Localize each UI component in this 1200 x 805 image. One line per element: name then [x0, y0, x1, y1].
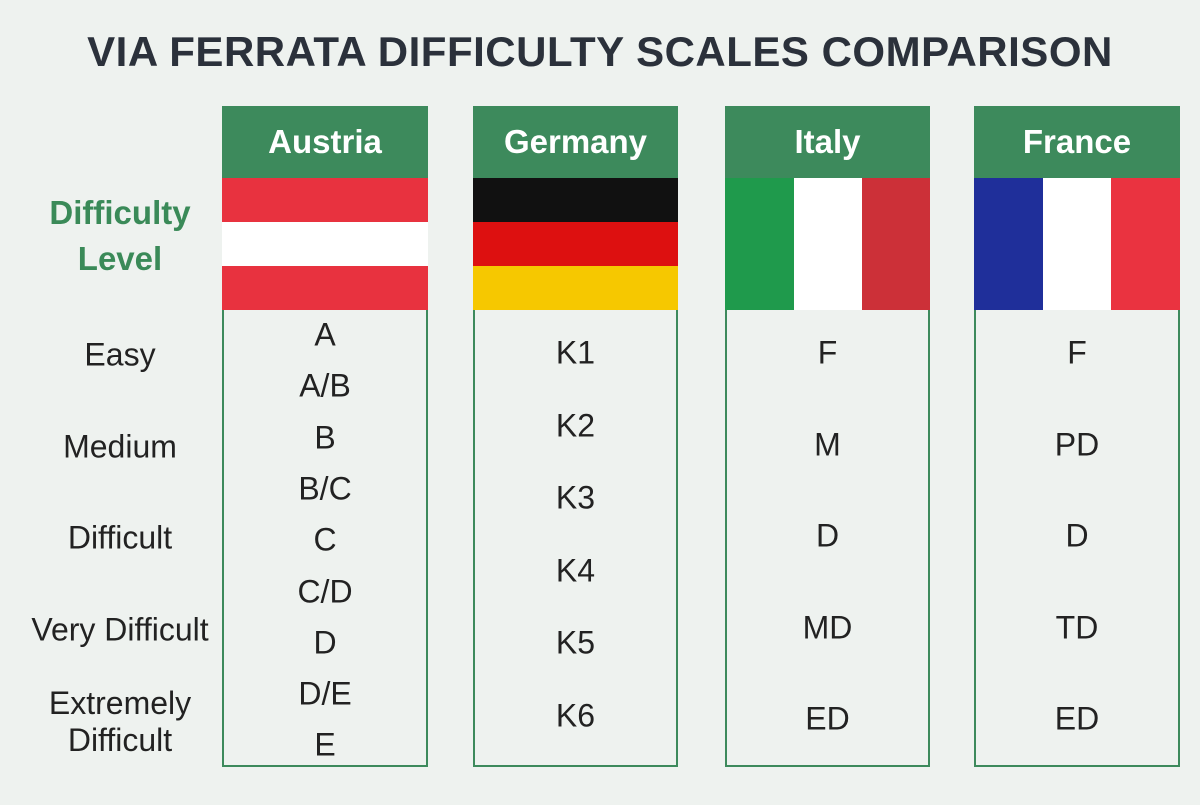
grade-label: K4 [555, 552, 596, 589]
grade-label: F [1067, 334, 1087, 371]
grade-label: K2 [555, 407, 596, 444]
grade-label: M [814, 426, 841, 462]
flag-germany [473, 177, 678, 310]
level-label: Medium [63, 428, 177, 465]
grade-label: A [314, 316, 336, 353]
row-header: Difficulty Level [49, 194, 191, 277]
column-body: K1 K2 K3 K4 K5 K6 [473, 310, 678, 767]
grade-label: TD [1055, 609, 1099, 645]
level-label: Difficult [67, 519, 173, 556]
level-label: Extremely Difficult [48, 685, 192, 758]
grade-label: D [1065, 517, 1089, 554]
grade-label: K1 [555, 334, 596, 371]
grade-label: D [815, 517, 840, 554]
grade-label: C [313, 521, 337, 558]
grade-label: ED [805, 700, 850, 737]
flag-france [974, 177, 1180, 310]
flag-austria [222, 177, 428, 310]
grade-label: D [313, 624, 337, 661]
column-header: Italy [725, 106, 930, 178]
grade-label: B/C [298, 470, 352, 507]
column-body: F M D MD ED [725, 310, 930, 767]
column-header: Germany [473, 106, 678, 178]
grade-label: E [314, 726, 336, 763]
grade-label: B [314, 419, 336, 456]
grade-label: PD [1054, 426, 1100, 462]
column-body: A A/B B B/C C C/D D D/E E [222, 310, 428, 767]
grade-label: K3 [555, 479, 596, 516]
grade-label: K5 [555, 624, 596, 661]
grade-label: K6 [555, 697, 596, 734]
title: VIA FERRATA DIFFICULTY SCALES COMPARISON [87, 28, 1113, 75]
flag-italy [725, 177, 930, 310]
grade-label: D/E [298, 675, 352, 712]
grade-label: F [817, 334, 838, 371]
grade-label: MD [802, 609, 853, 645]
column-header: France [974, 106, 1180, 178]
level-label: Very Difficult [31, 611, 209, 648]
grade-label: C/D [297, 573, 353, 609]
grade-label: ED [1054, 700, 1100, 737]
grade-label: A/B [299, 367, 351, 404]
column-body: F PD D TD ED [974, 310, 1180, 767]
column-header: Austria [222, 106, 428, 178]
level-label: Easy [84, 336, 156, 373]
